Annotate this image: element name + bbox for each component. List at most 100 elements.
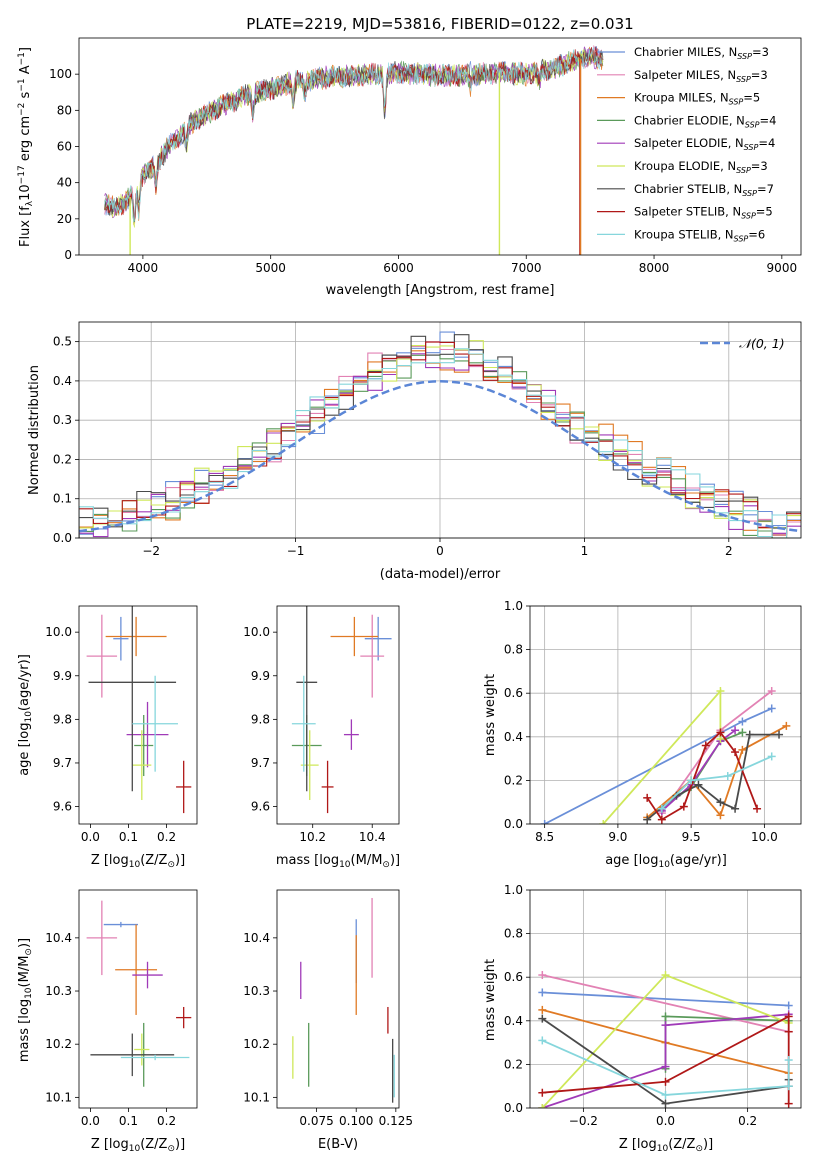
weight-marker [784,1099,793,1108]
x-tick-label: −0.2 [569,1114,598,1128]
y-tick-label: 0.1 [53,492,72,506]
y-axis-label: Normed distribution [27,365,42,495]
y-tick-label: 10.0 [45,625,72,639]
x-tick-label: 8.5 [535,830,554,844]
weight-marker [745,730,754,739]
x-tick-label: 2 [725,544,733,558]
data-point [132,961,163,989]
weight-marker [701,741,710,750]
weight-marker [538,1014,547,1023]
chart-age-vs-Z: 0.0 0.1 0.2 9.6 9.7 9.8 9.9 10.0 Z [log10(Z/Z⊙)]… [17,605,198,870]
weight-marker [716,798,725,807]
y-tick-label: 10.2 [243,1037,270,1051]
weight-series [541,1039,790,1096]
data-point [132,730,152,801]
legend-label: 𝒩(0, 1) [739,336,785,351]
weight-marker [738,728,747,737]
weight-marker [784,1056,793,1065]
weight-marker [731,804,740,813]
weight-marker [784,1082,793,1091]
data-point [86,614,118,698]
weight-marker [784,1027,793,1036]
weight-marker [767,752,776,761]
y-axis-label: Flux [fλ10−17 erg cm−2 s−1 A−1] [17,47,35,247]
y-tick-label: 10.4 [45,931,72,945]
axes-frame [78,605,198,825]
legend-label: Kroupa MILES, NSSP=5 [634,91,760,107]
y-axis-label: mass [log10(M/M⊙)] [17,938,34,1062]
spectrum-line [104,50,604,222]
x-tick-label: 7000 [511,261,542,275]
weight-series [661,755,773,810]
residual-histogram [79,348,801,538]
y-tick-label: 10.3 [243,984,270,998]
data-point [134,715,154,777]
x-tick-label: −2 [142,544,160,558]
data-point [88,606,177,792]
legend: Chabrier MILES, NSSP=3 Salpeter MILES, NS… [597,45,776,243]
spectrum-line [104,47,604,223]
axes-frame [276,605,400,825]
y-tick-label: 0.4 [504,730,523,744]
x-axis-label: Z [log10(Z/Z⊙)] [91,853,185,870]
legend-label: Chabrier ELODIE, NSSP=4 [634,113,776,129]
x-tick-label: 0.125 [379,1114,413,1128]
plot-area [291,606,392,814]
x-tick-label: 0.0 [656,1114,675,1128]
weight-marker [716,687,725,696]
weight-marker [538,971,547,980]
data-point [296,606,318,792]
weight-marker [782,721,791,730]
y-tick-label: 0.2 [53,452,72,466]
weight-marker [767,687,776,696]
y-tick-label: 10.1 [45,1090,72,1104]
y-tick-label: 9.6 [251,800,270,814]
weight-marker [661,1099,670,1108]
y-tick-label: 10.1 [243,1090,270,1104]
x-tick-label: 0.0 [81,830,100,844]
axes-frame [78,321,802,539]
y-axis-label: mass weight [483,674,498,756]
weight-marker [694,780,703,789]
weight-marker [657,804,666,813]
chart-mass-vs-Z: 0.0 0.1 0.2 10.1 10.2 10.3 10.4 Z [log10(Z/Z⊙)]… [17,889,198,1154]
y-tick-label: 0.6 [504,970,523,984]
y-tick-label: 0.2 [504,773,523,787]
x-tick-label: 8000 [639,261,670,275]
legend-label: Chabrier MILES, NSSP=3 [634,45,769,61]
x-axis-label: E(B-V) [318,1137,358,1152]
data-point [321,760,334,814]
y-tick-label: 0.5 [53,335,72,349]
x-axis-label: (data-model)/error [380,567,501,582]
y-tick-label: 9.9 [251,669,270,683]
data-point [330,616,379,657]
plot-area [86,606,192,814]
x-tick-label: 1 [581,544,589,558]
legend-label: Salpeter STELIB, NSSP=5 [634,205,773,221]
plot-area [292,897,395,1103]
x-tick-label: 10.0 [751,830,778,844]
data-point [115,924,158,1015]
weight-marker [738,745,747,754]
weight-marker [723,772,732,781]
y-tick-label: 9.8 [251,712,270,726]
y-tick-label: 10.4 [243,931,270,945]
y-tick-label: 0.0 [53,531,72,545]
y-tick-label: 9.7 [251,756,270,770]
data-point [176,1006,192,1029]
weight-marker [716,728,725,737]
axes-frame [276,889,400,1109]
data-point [86,900,118,976]
data-point [132,675,178,772]
x-tick-label: 0.075 [299,1114,333,1128]
x-tick-label: 9.5 [682,830,701,844]
x-axis-label: wavelength [Angstrom, rest frame] [326,283,555,298]
axes-frame [529,605,802,825]
y-axis-label: age [log10(age/yr)] [17,654,34,776]
chart-age-vs-mass: 10.2 10.4 9.6 9.7 9.8 9.9 10.0 mass [log10(M/M⊙… [243,605,400,870]
x-tick-label: 0.2 [157,1114,176,1128]
x-tick-label: 0.1 [119,830,138,844]
x-tick-label: 5000 [255,261,286,275]
weight-marker [753,804,762,813]
plot-area [79,331,801,538]
